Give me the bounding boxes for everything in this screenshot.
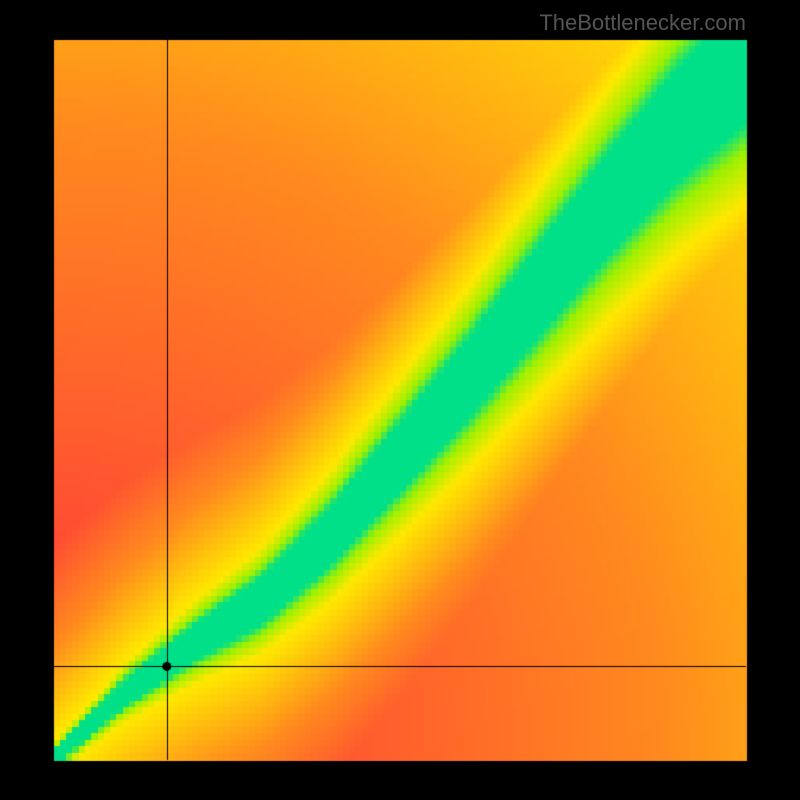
heatmap-canvas: [0, 0, 800, 800]
chart-container: TheBottlenecker.com: [0, 0, 800, 800]
watermark-text: TheBottlenecker.com: [539, 10, 746, 36]
